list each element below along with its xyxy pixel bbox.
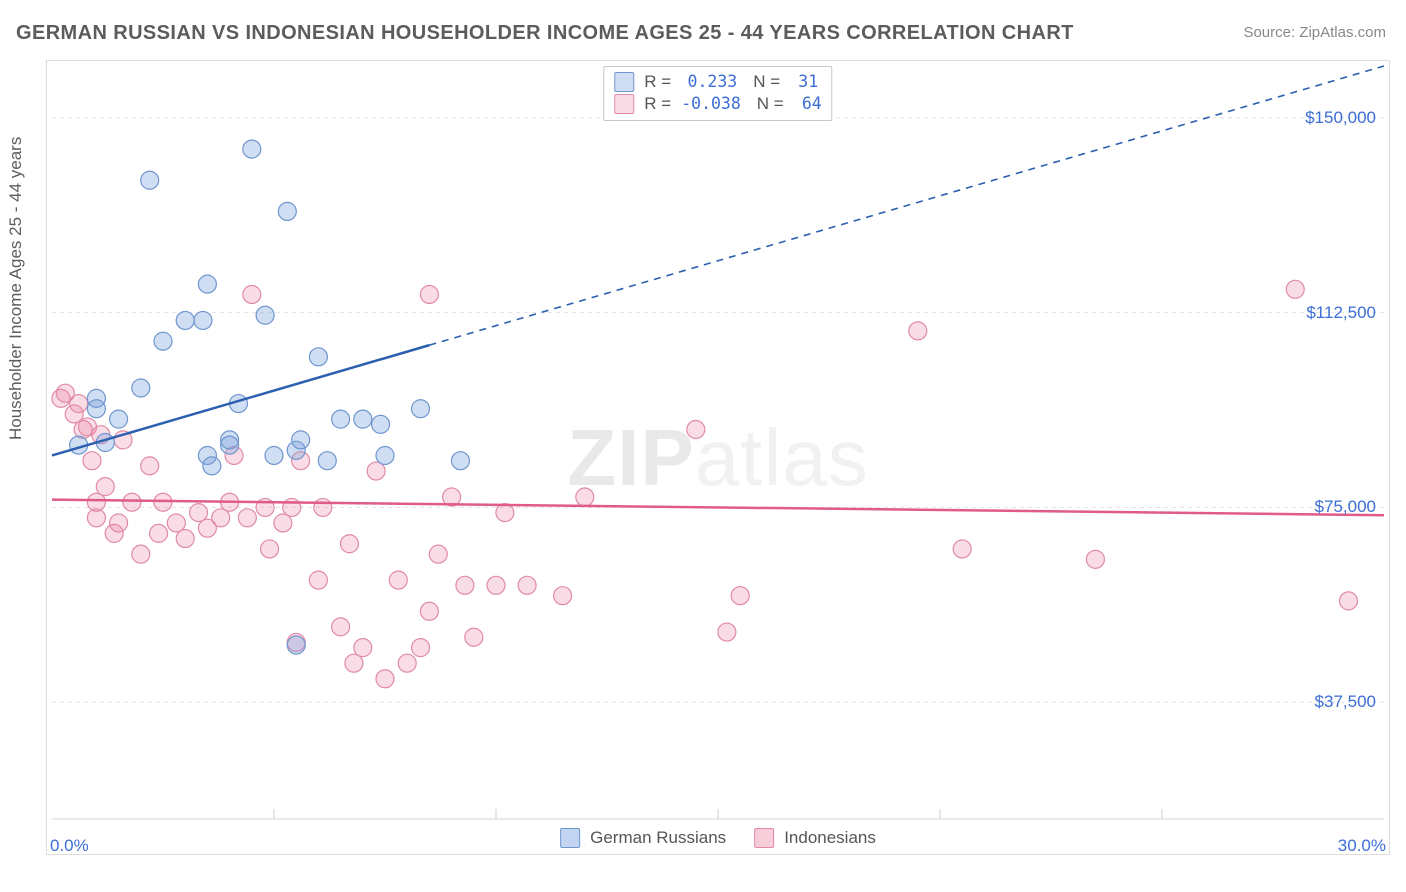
y-tick-label: $75,000	[1315, 497, 1376, 517]
x-tick-label: 0.0%	[50, 836, 89, 856]
chart-source: Source: ZipAtlas.com	[1243, 24, 1386, 41]
swatch-german-russians-icon	[560, 828, 580, 848]
legend-r-label: R =	[644, 93, 671, 115]
swatch-indonesians-icon	[614, 94, 634, 114]
chart-area: ZIPatlas R = 0.233 N = 31 R = -0.038 N =…	[46, 60, 1390, 855]
series-legend: German Russians Indonesians	[560, 827, 876, 849]
chart-title: GERMAN RUSSIAN VS INDONESIAN HOUSEHOLDER…	[16, 22, 1074, 45]
y-tick-label: $150,000	[1305, 108, 1376, 128]
legend-n-label: N =	[757, 93, 784, 115]
swatch-german-russians-icon	[614, 72, 634, 92]
legend-n-value-b: 64	[794, 93, 822, 115]
legend-r-value-b: -0.038	[681, 93, 741, 115]
legend-n-value-a: 31	[790, 71, 818, 93]
legend-row-a: R = 0.233 N = 31	[614, 71, 821, 93]
legend-n-label: N =	[753, 71, 780, 93]
legend-row-b: R = -0.038 N = 64	[614, 93, 821, 115]
legend-item-a: German Russians	[560, 827, 726, 849]
legend-r-label: R =	[644, 71, 671, 93]
legend-item-b: Indonesians	[754, 827, 876, 849]
legend-label-a: German Russians	[590, 827, 726, 849]
legend-r-value-a: 0.233	[681, 71, 737, 93]
x-tick-label: 30.0%	[1338, 836, 1386, 856]
legend-label-b: Indonesians	[784, 827, 876, 849]
y-tick-label: $37,500	[1315, 692, 1376, 712]
swatch-indonesians-icon	[754, 828, 774, 848]
scatter-plot-svg	[46, 60, 1390, 855]
y-axis-label: Householder Income Ages 25 - 44 years	[6, 137, 26, 440]
correlation-legend: R = 0.233 N = 31 R = -0.038 N = 64	[603, 66, 832, 121]
y-tick-label: $112,500	[1306, 303, 1376, 323]
